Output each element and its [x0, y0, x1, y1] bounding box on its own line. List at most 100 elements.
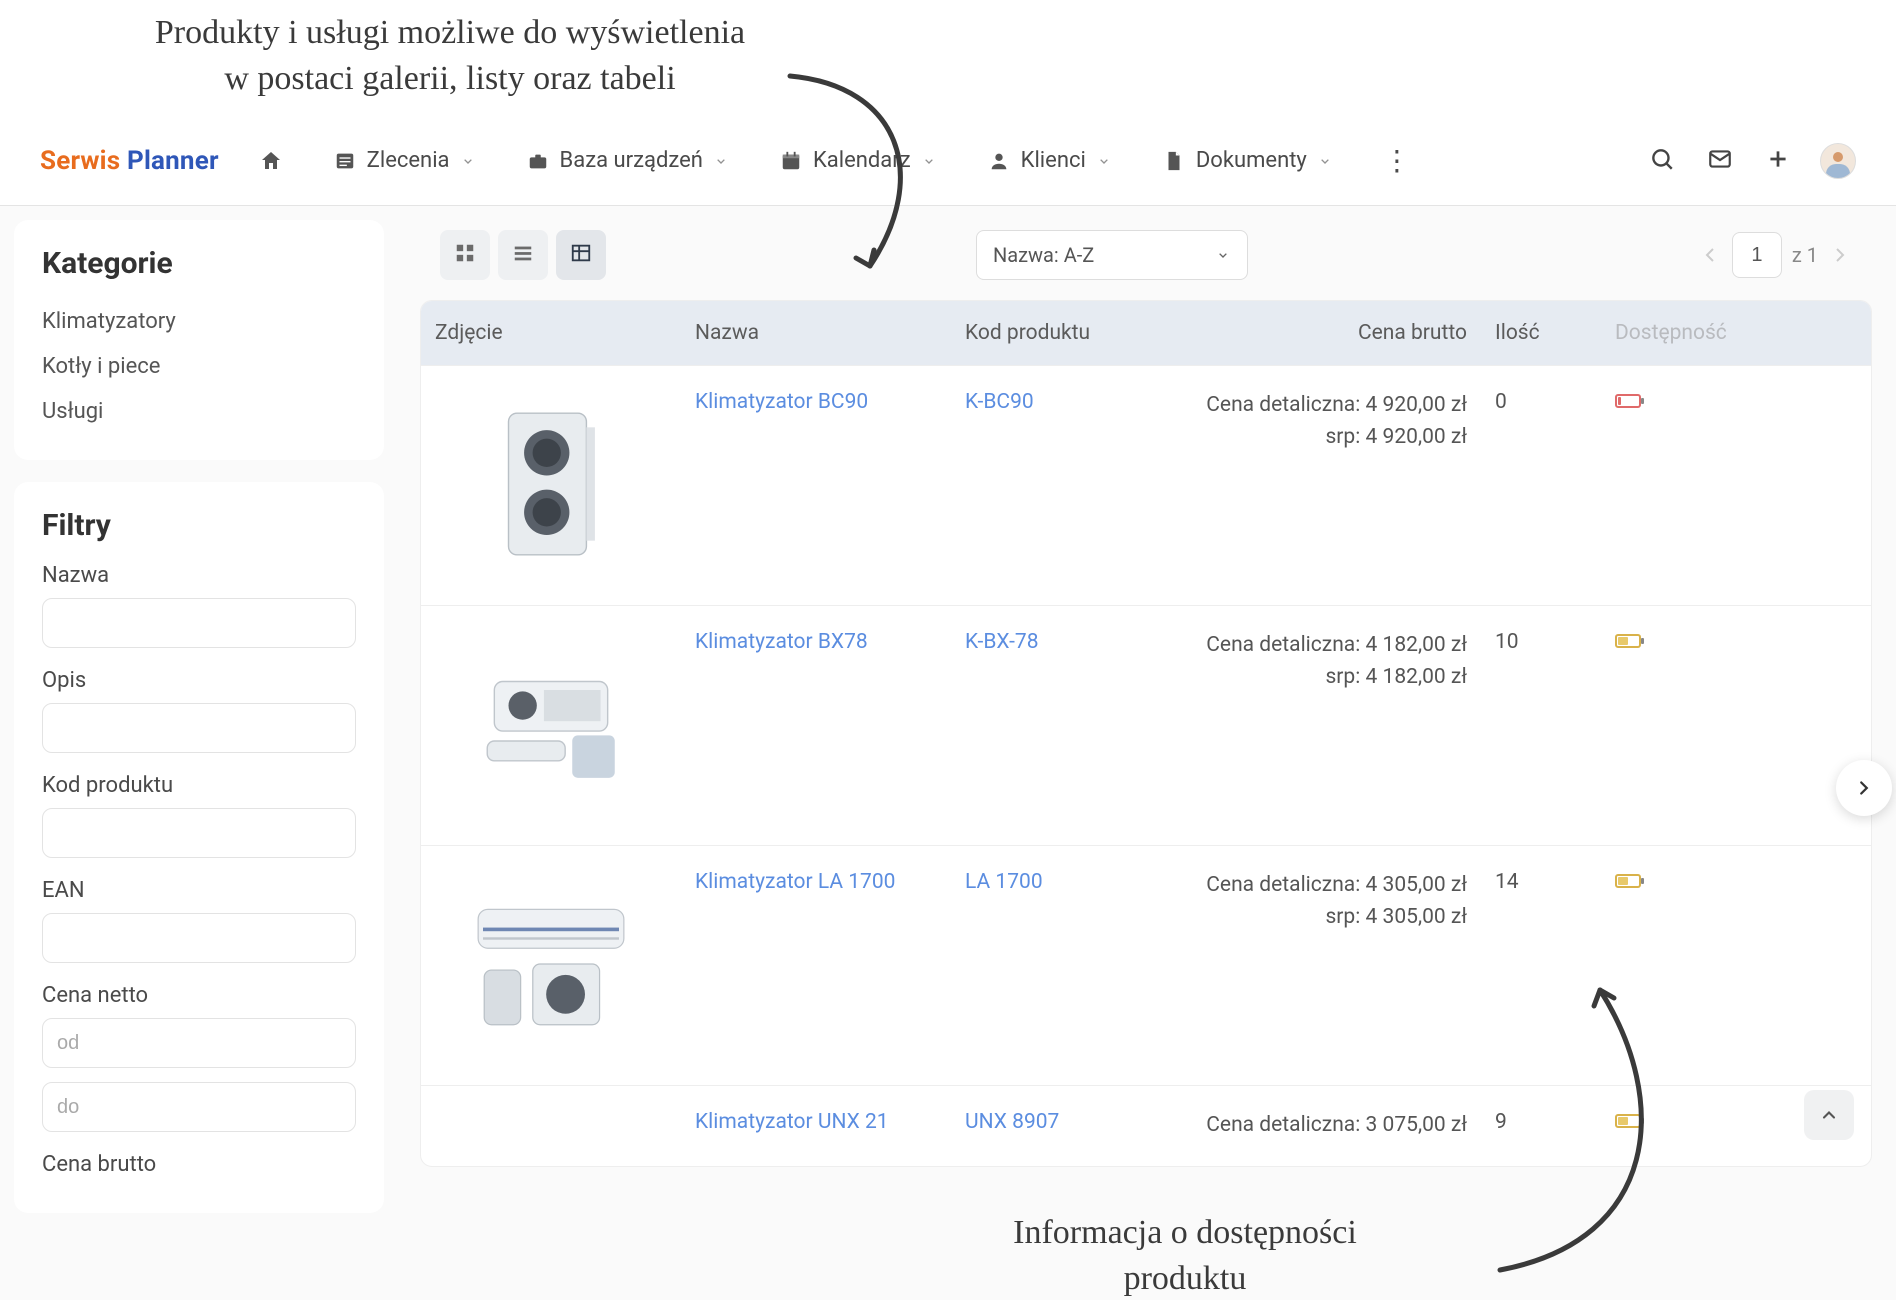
view-list-button[interactable] [498, 230, 548, 280]
price-retail-label: Cena detaliczna: [1206, 633, 1360, 657]
product-availability [1601, 864, 1771, 900]
filter-label-cena-netto: Cena netto [42, 983, 356, 1008]
chevron-down-icon [921, 153, 937, 169]
product-code-cell: LA 1700 [951, 864, 1181, 900]
page-input[interactable] [1732, 232, 1782, 278]
battery-low-icon [1615, 394, 1641, 408]
filter-label-ean: EAN [42, 878, 356, 903]
chevron-down-icon [1096, 153, 1112, 169]
product-name-link[interactable]: Klimatyzator BX78 [695, 630, 868, 654]
view-table-button[interactable] [556, 230, 606, 280]
chevron-up-icon [1819, 1105, 1839, 1125]
nav-label: Klienci [1021, 148, 1086, 173]
product-image [421, 384, 681, 584]
nav-baza-urzadzen[interactable]: Baza urządzeń [526, 148, 729, 173]
table-row: Klimatyzator BC90 K-BC90 Cena detaliczna… [421, 365, 1871, 605]
product-name-cell: Klimatyzator LA 1700 [681, 864, 951, 900]
nav-label: Baza urządzeń [560, 148, 703, 173]
product-code-cell: K-BC90 [951, 384, 1181, 420]
nav-label: Zlecenia [367, 148, 450, 173]
product-image [421, 1104, 681, 1144]
products-table: Zdjęcie Nazwa Kod produktu Cena brutto I… [420, 300, 1872, 1167]
table-icon [570, 242, 592, 268]
page-prev[interactable] [1698, 243, 1722, 267]
product-code-link[interactable]: K-BC90 [965, 390, 1034, 414]
nav-klienci[interactable]: Klienci [987, 148, 1112, 173]
mail-icon [1707, 146, 1733, 176]
category-link[interactable]: Klimatyzatory [42, 299, 356, 344]
sidebar: Kategorie Klimatyzatory Kotły i piece Us… [14, 220, 384, 1213]
sort-label: Nazwa: A-Z [993, 243, 1094, 267]
scroll-top-button[interactable] [1804, 1090, 1854, 1140]
search-button[interactable] [1646, 145, 1678, 177]
filter-name-input[interactable] [42, 598, 356, 648]
product-price-cell: Cena detaliczna: 3 075,00 zł [1181, 1104, 1481, 1148]
filters-card: Filtry Nazwa Opis Kod produktu EAN Cena … [14, 482, 384, 1213]
product-code-link[interactable]: UNX 8907 [965, 1110, 1059, 1134]
category-link[interactable]: Usługi [42, 389, 356, 434]
nav-label: Dokumenty [1196, 148, 1307, 173]
sort-dropdown[interactable]: Nazwa: A-Z [976, 230, 1248, 280]
battery-mid-icon [1615, 874, 1641, 888]
price-srp-label: srp: [1325, 905, 1360, 929]
price-retail-value: 4 920,00 zł [1366, 393, 1467, 417]
product-qty: 0 [1481, 384, 1601, 420]
product-name-link[interactable]: Klimatyzator LA 1700 [695, 870, 895, 894]
topbar: Serwis Planner Zlecenia Baza urządzeń Ka… [0, 116, 1896, 206]
nav-home[interactable] [259, 149, 283, 173]
content: Nazwa: A-Z z 1 Zdjęcie Nazwa Kod produkt… [420, 220, 1872, 1300]
mail-button[interactable] [1704, 145, 1736, 177]
user-avatar[interactable] [1820, 143, 1856, 179]
filter-ean-input[interactable] [42, 913, 356, 963]
view-grid-button[interactable] [440, 230, 490, 280]
scroll-right-button[interactable] [1836, 760, 1892, 816]
filter-code-input[interactable] [42, 808, 356, 858]
product-name-link[interactable]: Klimatyzator BC90 [695, 390, 868, 414]
col-qty: Ilość [1481, 301, 1601, 365]
chevron-down-icon [460, 153, 476, 169]
product-code-cell: UNX 8907 [951, 1104, 1181, 1140]
product-name-cell: Klimatyzator BX78 [681, 624, 951, 660]
view-toggle [440, 230, 606, 280]
col-name: Nazwa [681, 301, 951, 365]
nav-kalendarz[interactable]: Kalendarz [779, 148, 937, 173]
table-row: Klimatyzator BX78 K-BX-78 Cena detaliczn… [421, 605, 1871, 845]
nav-dokumenty[interactable]: Dokumenty [1162, 148, 1333, 173]
main-nav: Zlecenia Baza urządzeń Kalendarz Klienci… [333, 148, 1411, 173]
table-row: Klimatyzator LA 1700 LA 1700 Cena detali… [421, 845, 1871, 1085]
filter-label-code: Kod produktu [42, 773, 356, 798]
col-code: Kod produktu [951, 301, 1181, 365]
filter-netto-from[interactable] [42, 1018, 356, 1068]
search-icon [1649, 146, 1675, 176]
filter-desc-input[interactable] [42, 703, 356, 753]
category-link[interactable]: Kotły i piece [42, 344, 356, 389]
app-logo[interactable]: Serwis Planner [40, 146, 219, 176]
page-area: Kategorie Klimatyzatory Kotły i piece Us… [0, 206, 1896, 1300]
pagination: z 1 [1698, 232, 1852, 278]
list-icon [333, 149, 357, 173]
chevron-right-icon [1853, 777, 1875, 799]
product-name-cell: Klimatyzator BC90 [681, 384, 951, 420]
product-price-cell: Cena detaliczna: 4 305,00 zł srp: 4 305,… [1181, 864, 1481, 939]
calendar-icon [779, 149, 803, 173]
add-button[interactable] [1762, 145, 1794, 177]
product-name-link[interactable]: Klimatyzator UNX 21 [695, 1110, 889, 1134]
nav-zlecenia[interactable]: Zlecenia [333, 148, 476, 173]
logo-part2: Planner [127, 146, 219, 176]
col-price: Cena brutto [1181, 301, 1481, 365]
price-srp-value: 4 920,00 zł [1366, 425, 1467, 449]
plus-icon [1765, 146, 1791, 176]
filter-netto-to[interactable] [42, 1082, 356, 1132]
price-srp-label: srp: [1325, 425, 1360, 449]
price-srp-value: 4 305,00 zł [1366, 905, 1467, 929]
product-name-cell: Klimatyzator UNX 21 [681, 1104, 951, 1140]
user-icon [987, 149, 1011, 173]
page-next[interactable] [1828, 243, 1852, 267]
product-code-link[interactable]: LA 1700 [965, 870, 1043, 894]
product-code-link[interactable]: K-BX-78 [965, 630, 1039, 654]
categories-title: Kategorie [42, 246, 356, 281]
page-of-label: z 1 [1792, 243, 1818, 267]
categories-list: Klimatyzatory Kotły i piece Usługi [42, 299, 356, 434]
price-retail-value: 4 182,00 zł [1366, 633, 1467, 657]
price-retail-label: Cena detaliczna: [1206, 873, 1360, 897]
